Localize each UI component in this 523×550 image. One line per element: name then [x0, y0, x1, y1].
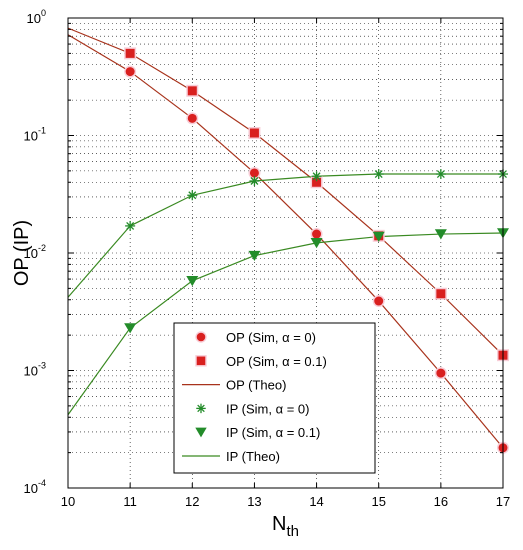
y-tick-exponent: -2	[38, 243, 46, 253]
series-line-optheo-1	[67, 34, 504, 449]
x-axis-label: Nth	[272, 513, 299, 540]
legend-marker-triangle-down	[195, 427, 207, 438]
y-tick-exponent: -3	[38, 361, 46, 371]
data-point-circle	[436, 368, 446, 378]
x-axis-label-main: N	[272, 513, 286, 535]
series-lines	[67, 27, 504, 449]
asterisk-stroke	[188, 191, 197, 200]
y-tick-label: 10-4	[24, 478, 46, 496]
y-tick-base: 10	[24, 246, 38, 261]
data-point-asterisk	[125, 220, 136, 231]
data-point-asterisk	[435, 169, 446, 180]
data-point-triangle-down	[372, 231, 385, 242]
data-point-triangle-down	[124, 323, 137, 334]
data-point-asterisk	[373, 169, 384, 180]
data-point-circle	[374, 296, 384, 306]
x-tick-label: 17	[496, 494, 510, 509]
asterisk-stroke	[250, 177, 259, 185]
y-tick-base: 10	[24, 364, 38, 379]
x-tick-label: 10	[61, 494, 75, 509]
y-tick-base: 10	[27, 11, 41, 26]
y-tick-exponent: -4	[38, 478, 46, 488]
y-tick-label: 100	[27, 8, 46, 26]
data-point-square	[125, 48, 135, 58]
asterisk-stroke	[126, 221, 135, 230]
x-tick-label: 14	[309, 494, 323, 509]
x-tick-label: 12	[185, 494, 199, 509]
legend-label: IP (Sim, α = 0)	[226, 401, 310, 416]
series-line-iptheo-1	[67, 173, 503, 298]
asterisk-stroke	[436, 170, 445, 178]
data-point-circle	[187, 113, 197, 123]
series-line-iptheo-2	[67, 232, 504, 416]
data-point-asterisk	[311, 171, 322, 182]
asterisk-stroke	[197, 404, 205, 413]
x-tick-label: 16	[434, 494, 448, 509]
y-axis-label: OP (IP)	[11, 220, 33, 286]
legend-box	[173, 322, 376, 474]
legend: OP (Sim, α = 0) OP (Sim, α = 0.1) OP (Theo…	[173, 322, 376, 474]
series-line-optheo-2	[67, 27, 504, 356]
legend-label: OP (Sim, α = 0.1)	[226, 354, 327, 369]
y-tick-label: 10-3	[24, 361, 46, 379]
x-tick-label: 15	[371, 494, 385, 509]
y-tick-label: 10-2	[24, 243, 46, 261]
legend-label: OP (Theo)	[226, 378, 286, 393]
data-point-square	[187, 86, 197, 96]
data-point-circle	[125, 67, 135, 77]
x-tick-label: 11	[123, 494, 137, 509]
legend-marker-square	[196, 356, 206, 366]
legend-marker-asterisk	[196, 403, 206, 414]
x-tick-label: 13	[247, 494, 261, 509]
data-point-square	[249, 128, 259, 138]
data-point-triangle-down	[186, 275, 199, 287]
asterisk-stroke	[312, 172, 321, 181]
legend-label: IP (Sim, α = 0.1)	[226, 425, 320, 440]
legend-marker-circle	[196, 332, 206, 342]
data-point-triangle-down	[310, 238, 323, 249]
y-tick-label: 10-1	[24, 126, 46, 144]
y-tick-base: 10	[24, 481, 38, 496]
data-point-circle	[312, 229, 322, 239]
data-point-asterisk	[249, 175, 260, 186]
data-point-square	[436, 289, 446, 299]
legend-label: OP (Sim, α = 0)	[226, 330, 316, 345]
legend-label: IP (Theo)	[226, 449, 280, 464]
y-tick-exponent: -1	[38, 126, 46, 136]
y-tick-base: 10	[24, 129, 38, 144]
x-axis-label-subscript: th	[286, 523, 299, 540]
data-point-asterisk	[187, 190, 198, 201]
axis-ticks	[67, 17, 504, 489]
data-point-triangle-down	[248, 250, 261, 262]
data-point-triangle-down	[434, 229, 447, 240]
data-point-circle	[249, 168, 259, 178]
y-tick-exponent: 0	[41, 8, 46, 18]
data-point-square	[312, 177, 322, 187]
asterisk-stroke	[374, 170, 383, 178]
